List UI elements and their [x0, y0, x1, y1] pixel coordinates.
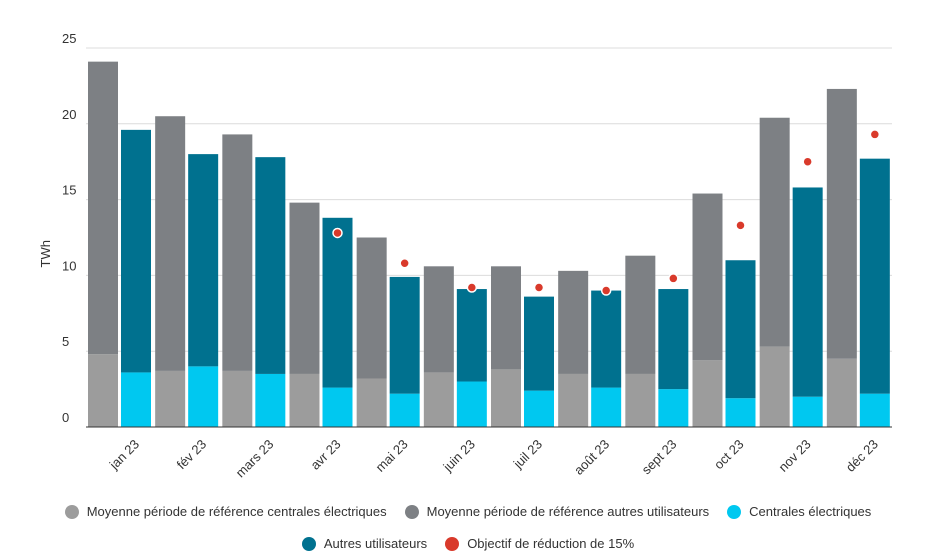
bar-ref-autres[interactable]: [491, 266, 521, 370]
x-tick-label: avr 23: [307, 437, 343, 473]
bar-ref-centrales[interactable]: [155, 370, 186, 427]
bar-ref-autres[interactable]: [289, 202, 320, 374]
y-tick-label: 0: [62, 410, 69, 425]
legend-label-ref-centrales: Moyenne période de référence centrales é…: [86, 504, 387, 519]
x-axis-labels: jan 23 fév 23 mars 23 avr 23 mai 23 juin 23 ju…: [106, 437, 881, 481]
objectif-dot[interactable]: [332, 227, 343, 239]
objectif-dot[interactable]: [466, 282, 478, 293]
legend-label-ref-autres: Moyenne période de référence autres util…: [426, 504, 710, 519]
x-tick-label: oct 23: [711, 437, 747, 473]
bar-ref-autres[interactable]: [826, 88, 857, 359]
legend-item-ref-centrales[interactable]: Moyenne période de référence centrales é…: [64, 504, 387, 519]
legend-swatch-centrales: [727, 504, 742, 519]
legend-row-1: Moyenne période de référence centrales é…: [0, 504, 936, 519]
bar-centrales[interactable]: [389, 393, 420, 427]
x-tick-label: août 23: [571, 437, 612, 478]
legend-item-centrales[interactable]: Centrales électriques: [727, 504, 871, 519]
bar-ref-centrales[interactable]: [289, 373, 320, 427]
bar-autres[interactable]: [188, 154, 219, 367]
bar-centrales[interactable]: [456, 381, 487, 427]
legend-label-centrales: Centrales électriques: [749, 504, 872, 519]
legend-item-autres[interactable]: Autres utilisateurs: [301, 536, 428, 551]
legend-row-2: Autres utilisateurs Objectif de réductio…: [0, 536, 936, 551]
bar-centrales[interactable]: [658, 389, 689, 427]
bar-ref-autres[interactable]: [692, 193, 723, 361]
bar-centrales[interactable]: [524, 390, 554, 427]
bar-autres[interactable]: [524, 296, 554, 391]
bar-ref-centrales[interactable]: [88, 354, 118, 427]
bar-centrales[interactable]: [255, 373, 286, 427]
bar-ref-autres[interactable]: [356, 237, 387, 379]
bar-ref-centrales[interactable]: [558, 373, 589, 427]
objectif-dot[interactable]: [533, 282, 545, 293]
x-tick-label: juin 23: [440, 437, 478, 475]
y-tick-label: 10: [62, 258, 76, 273]
bar-autres[interactable]: [389, 276, 420, 394]
legend-item-ref-autres[interactable]: Moyenne période de référence autres util…: [404, 504, 710, 519]
bar-centrales[interactable]: [121, 372, 151, 427]
legend-swatch-autres: [301, 536, 316, 551]
legend-swatch-objectif: [445, 536, 460, 551]
bar-autres[interactable]: [255, 157, 286, 374]
objectif-dot[interactable]: [600, 285, 612, 296]
x-tick-label: fév 23: [174, 437, 210, 473]
bar-autres[interactable]: [658, 289, 689, 390]
legend-item-objectif[interactable]: Objectif de réduction de 15%: [445, 536, 634, 551]
bar-centrales[interactable]: [859, 393, 890, 427]
bar-autres[interactable]: [121, 129, 151, 373]
x-tick-label: mai 23: [373, 437, 411, 475]
objectif-dots-group: [332, 129, 881, 296]
legend-swatch-ref-centrales: [64, 504, 79, 519]
bar-ref-autres[interactable]: [423, 266, 454, 373]
bar-ref-centrales[interactable]: [625, 373, 656, 427]
objectif-dot[interactable]: [735, 220, 746, 231]
x-tick-label: jan 23: [106, 437, 142, 473]
y-tick-label: 20: [62, 107, 76, 122]
bar-ref-autres[interactable]: [625, 255, 656, 374]
bar-ref-centrales[interactable]: [826, 358, 857, 427]
legend-swatch-ref-autres: [404, 504, 419, 519]
x-tick-label: déc 23: [843, 437, 881, 475]
bar-centrales[interactable]: [591, 387, 622, 427]
bar-ref-autres[interactable]: [88, 61, 118, 355]
chart-area: 0 5 10 15 20 25 TWh jan 23 fév 23 mars 23 avr 23…: [38, 31, 892, 481]
bar-ref-autres[interactable]: [558, 270, 589, 374]
bar-ref-autres[interactable]: [222, 134, 253, 371]
bar-autres[interactable]: [792, 187, 823, 397]
bar-ref-centrales[interactable]: [491, 369, 521, 427]
objectif-dot[interactable]: [668, 273, 679, 284]
bar-centrales[interactable]: [188, 366, 219, 427]
y-axis-title: TWh: [38, 240, 53, 267]
bar-autres[interactable]: [859, 158, 890, 394]
y-axis-ticks: 0 5 10 15 20 25: [62, 31, 76, 425]
x-tick-label: sept 23: [639, 437, 680, 478]
objectif-dot[interactable]: [399, 258, 410, 269]
bar-centrales[interactable]: [725, 398, 756, 427]
y-tick-label: 25: [62, 31, 76, 46]
bar-ref-centrales[interactable]: [759, 346, 790, 427]
x-tick-label: nov 23: [776, 437, 814, 475]
bar-centrales[interactable]: [322, 387, 353, 427]
bar-autres[interactable]: [456, 289, 487, 382]
bar-ref-autres[interactable]: [155, 116, 186, 371]
bar-ref-centrales[interactable]: [222, 370, 253, 427]
objectif-dot[interactable]: [802, 156, 813, 167]
bar-autres[interactable]: [591, 290, 622, 388]
bar-ref-centrales[interactable]: [692, 360, 723, 427]
bars-group: [88, 61, 890, 427]
y-tick-label: 15: [62, 183, 76, 198]
y-tick-label: 5: [62, 334, 69, 349]
bar-ref-autres[interactable]: [759, 117, 790, 347]
x-tick-label: mars 23: [233, 437, 277, 481]
bar-autres[interactable]: [322, 217, 353, 388]
bar-ref-centrales[interactable]: [423, 372, 454, 427]
bar-autres[interactable]: [725, 260, 756, 399]
x-tick-label: juil 23: [510, 437, 545, 472]
legend-label-autres: Autres utilisateurs: [323, 536, 428, 551]
grid-lines: [86, 47, 892, 352]
bar-centrales[interactable]: [792, 396, 823, 427]
objectif-dot[interactable]: [869, 129, 881, 140]
legend-label-objectif: Objectif de réduction de 15%: [467, 536, 635, 551]
bar-ref-centrales[interactable]: [356, 378, 387, 427]
